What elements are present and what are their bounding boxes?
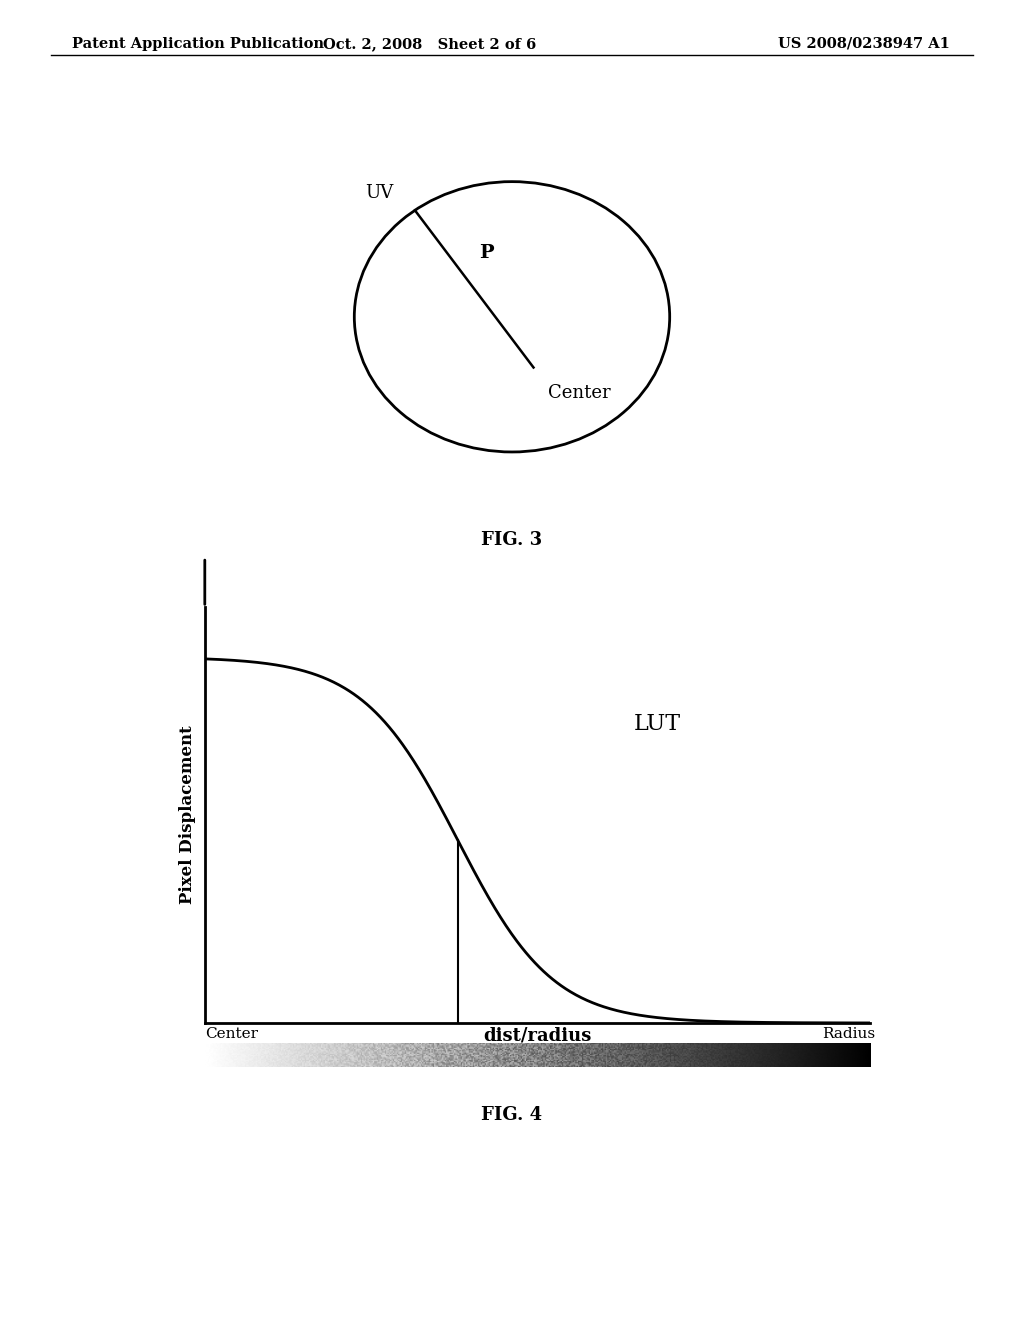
Text: FIG. 4: FIG. 4 [481,1106,543,1125]
Text: Patent Application Publication: Patent Application Publication [72,37,324,51]
Text: Center: Center [548,384,610,403]
Text: Oct. 2, 2008   Sheet 2 of 6: Oct. 2, 2008 Sheet 2 of 6 [324,37,537,51]
Text: dist/radius: dist/radius [483,1027,592,1045]
Text: US 2008/0238947 A1: US 2008/0238947 A1 [778,37,950,51]
Text: P: P [479,244,494,263]
Y-axis label: Pixel Displacement: Pixel Displacement [179,726,197,904]
Text: UV: UV [366,183,393,202]
Text: Center: Center [205,1027,258,1041]
Text: FIG. 3: FIG. 3 [481,531,543,549]
Text: Radius: Radius [822,1027,876,1041]
Text: LUT: LUT [634,713,681,735]
